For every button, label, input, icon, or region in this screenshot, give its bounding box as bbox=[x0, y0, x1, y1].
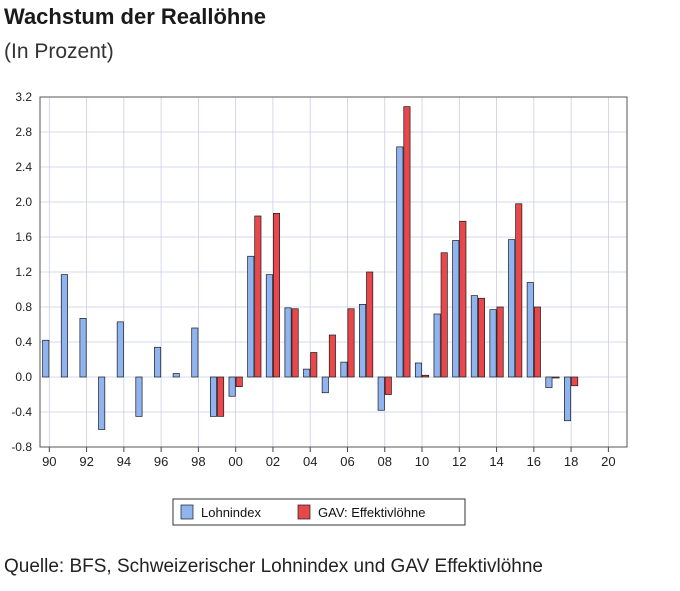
bar-lohnindex bbox=[452, 240, 460, 378]
bar-gav-effektivloehne bbox=[459, 220, 467, 378]
y-tick-label: 1.6 bbox=[15, 230, 32, 244]
y-tick-label: 0.4 bbox=[15, 335, 32, 349]
legend-box bbox=[172, 498, 466, 526]
bar-lohnindex bbox=[303, 368, 311, 378]
source-note: Quelle: BFS, Schweizerischer Lohnindex u… bbox=[4, 556, 543, 577]
bar-gav-effektivloehne bbox=[366, 271, 374, 378]
bar-lohnindex bbox=[98, 376, 106, 430]
x-tick-label: 98 bbox=[191, 454, 205, 469]
bar-lohnindex bbox=[60, 274, 68, 378]
x-tick-label: 10 bbox=[415, 454, 429, 469]
bar-gav-effektivloehne bbox=[477, 297, 485, 378]
bar-lohnindex bbox=[377, 376, 385, 411]
bar-lohnindex bbox=[508, 239, 516, 378]
bar-gav-effektivloehne bbox=[235, 376, 243, 387]
bar-gav-effektivloehne bbox=[422, 374, 430, 378]
bar-gav-effektivloehne bbox=[384, 376, 392, 395]
x-tick-label: 04 bbox=[303, 454, 317, 469]
bar-lohnindex bbox=[191, 327, 199, 378]
bar-gav-effektivloehne bbox=[310, 352, 318, 378]
x-tick-label: 94 bbox=[117, 454, 131, 469]
bar-lohnindex bbox=[209, 376, 217, 417]
bar-lohnindex bbox=[489, 309, 497, 378]
legend: Lohnindex GAV: Effektivlöhne bbox=[172, 498, 466, 526]
bar-lohnindex bbox=[545, 376, 553, 388]
y-tick-label: 2.8 bbox=[15, 125, 32, 139]
x-tick-label: 20 bbox=[601, 454, 615, 469]
chart-title: Wachstum der Reallöhne bbox=[4, 4, 267, 29]
bar-lohnindex bbox=[470, 295, 478, 378]
bar-gav-effektivloehne bbox=[440, 252, 448, 378]
bar-gav-effektivloehne bbox=[533, 306, 541, 378]
bar-lohnindex bbox=[228, 376, 236, 397]
y-tick-label: 0.8 bbox=[15, 300, 32, 314]
x-tick-label: 12 bbox=[452, 454, 466, 469]
bar-gav-effektivloehne bbox=[496, 306, 504, 378]
bar-lohnindex bbox=[154, 346, 162, 378]
bar-chart: 3.2 2.8 2.4 2.0 1.6 1.2 0.8 0.4 0.0 -0.4 -0.8 90 92 9… bbox=[11, 90, 628, 526]
bar-lohnindex bbox=[79, 318, 87, 378]
x-tick-label: 06 bbox=[340, 454, 354, 469]
x-tick-label: 00 bbox=[228, 454, 242, 469]
plot-frame bbox=[39, 96, 628, 448]
bar-lohnindex bbox=[359, 304, 367, 378]
bar-lohnindex bbox=[284, 307, 292, 378]
bar-lohnindex bbox=[116, 321, 124, 378]
bar-lohnindex bbox=[396, 146, 404, 378]
bar-gav-effektivloehne bbox=[403, 106, 411, 378]
bar-gav-effektivloehne bbox=[217, 376, 225, 417]
bar-lohnindex bbox=[42, 339, 50, 378]
y-tick-label: 0.0 bbox=[15, 370, 32, 384]
bar-lohnindex bbox=[526, 282, 534, 378]
bar-lohnindex bbox=[135, 376, 143, 417]
x-tick-label: 96 bbox=[154, 454, 168, 469]
bar-gav-effektivloehne bbox=[571, 376, 579, 387]
axes: 3.2 2.8 2.4 2.0 1.6 1.2 0.8 0.4 0.0 -0.4 -0.8 90 92 9… bbox=[11, 90, 628, 469]
y-tick-label: 2.4 bbox=[15, 160, 32, 174]
bar-lohnindex bbox=[433, 313, 441, 378]
bar-lohnindex bbox=[172, 373, 180, 378]
bar-gav-effektivloehne bbox=[328, 334, 336, 378]
bar-gav-effektivloehne bbox=[347, 308, 355, 378]
x-tick-label: 16 bbox=[527, 454, 541, 469]
legend-swatch-gav bbox=[297, 504, 311, 520]
y-tick-label: 2.0 bbox=[15, 195, 32, 209]
bar-gav-effektivloehne bbox=[291, 308, 299, 378]
bar-lohnindex bbox=[321, 376, 329, 394]
bar-lohnindex bbox=[414, 362, 422, 378]
x-tick-label: 02 bbox=[266, 454, 280, 469]
bar-gav-effektivloehne bbox=[272, 213, 280, 378]
x-tick-label: 14 bbox=[489, 454, 503, 469]
bar-lohnindex bbox=[247, 255, 255, 378]
legend-label-gav: GAV: Effektivlöhne bbox=[318, 505, 425, 520]
bar-lohnindex bbox=[564, 376, 572, 422]
bars bbox=[42, 106, 579, 430]
legend-label-lohnindex: Lohnindex bbox=[201, 505, 261, 520]
x-tick-label: 92 bbox=[79, 454, 93, 469]
bar-gav-effektivloehne bbox=[552, 376, 560, 379]
x-tick-label: 90 bbox=[42, 454, 56, 469]
y-tick-label: -0.4 bbox=[11, 405, 32, 419]
bar-gav-effektivloehne bbox=[515, 203, 523, 378]
legend-swatch-lohnindex bbox=[180, 504, 194, 520]
bar-gav-effektivloehne bbox=[254, 215, 262, 378]
chart-subtitle: (In Prozent) bbox=[4, 40, 114, 63]
bar-lohnindex bbox=[340, 361, 348, 378]
bar-lohnindex bbox=[265, 274, 273, 378]
grid-lines bbox=[40, 96, 627, 448]
x-tick-label: 18 bbox=[564, 454, 578, 469]
y-tick-label: 1.2 bbox=[15, 265, 32, 279]
y-tick-label: 3.2 bbox=[15, 90, 32, 104]
x-tick-label: 08 bbox=[378, 454, 392, 469]
y-tick-label: -0.8 bbox=[11, 440, 32, 454]
